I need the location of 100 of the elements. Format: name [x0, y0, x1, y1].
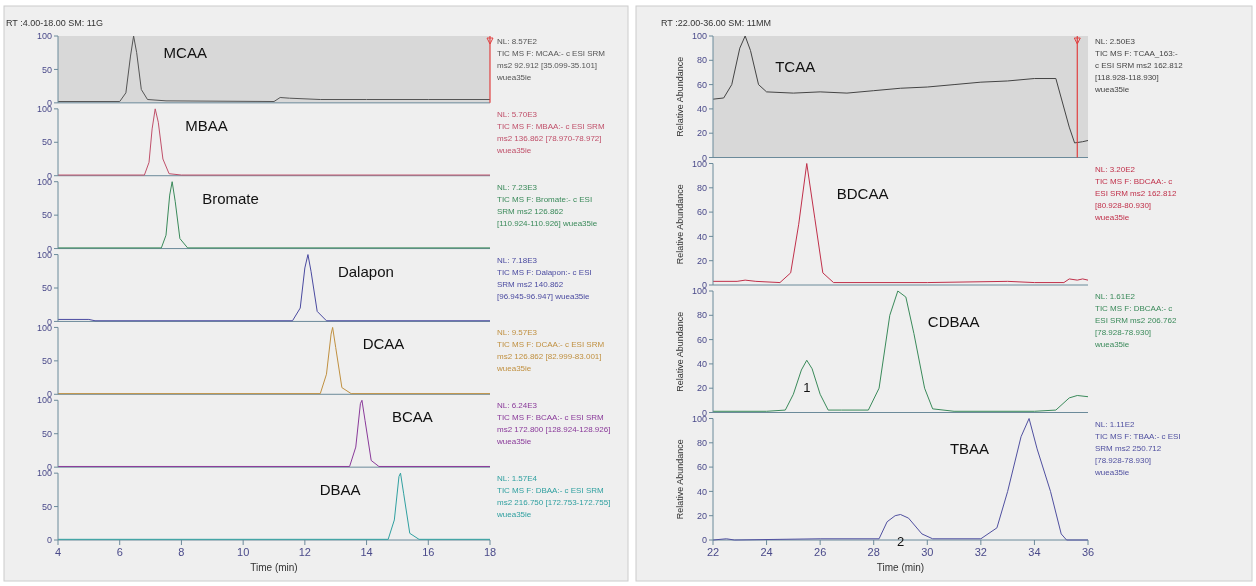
x-tick-label: 24 [760, 546, 773, 558]
chart-title: RT :4.00-18.00 SM: 11G [6, 18, 104, 28]
text: NL: 3.20E2 [1095, 164, 1136, 174]
x-tick-label: 28 [867, 546, 880, 558]
line-series [57, 108, 491, 176]
line-series [57, 399, 491, 467]
y-tick-label: 50 [41, 356, 52, 367]
x-tick-label: 22 [706, 546, 720, 558]
annotation: 2 [896, 533, 905, 549]
text: SRM ms2 250.712 [1095, 443, 1162, 453]
annotation: 1 [803, 379, 811, 395]
x-tick-label: 10 [237, 546, 250, 558]
y-tick-label: 60 [696, 334, 707, 345]
y-tick-label: 20 [696, 383, 707, 394]
y-tick-label: 80 [696, 55, 707, 66]
text: NL: 1.11E2 [1095, 419, 1135, 429]
x-tick-label: 34 [1028, 546, 1041, 558]
text: SRM ms2 140.862 [497, 279, 564, 289]
series-label: BDCAA [836, 185, 889, 203]
text: wuea35ie [496, 145, 532, 155]
text: [78.928-78.930] [1095, 455, 1152, 465]
text: c ESI SRM ms2 162.812 [1095, 61, 1184, 70]
text: ESI SRM ms2 206.762 [1095, 316, 1177, 325]
text: wuea35ie [496, 364, 532, 374]
y-tick-label: 50 [41, 137, 52, 148]
x-tick-label: 18 [483, 546, 497, 558]
y-tick-label: 50 [41, 64, 52, 75]
x-tick-label: 14 [360, 546, 373, 558]
text: ESI SRM ms2 162.812 [1095, 188, 1177, 198]
line-series [57, 35, 491, 103]
text: TIC MS F: Dalapon:- c ESI [497, 267, 592, 277]
text: NL: 1.57E4 [497, 474, 538, 484]
y-tick-label: 20 [696, 128, 707, 139]
text: TIC MS F: DBAA:- c ESI SRM [497, 486, 605, 496]
y-tick-label: 80 [696, 437, 707, 448]
y-tick-label: 20 [696, 510, 707, 521]
y-tick-label: 50 [41, 283, 52, 294]
y-axis-title: Relative Abundance [675, 56, 685, 137]
y-tick-label: 80 [696, 182, 707, 193]
text: NL: 5.70E3 [497, 109, 538, 119]
y-tick-label: 40 [696, 231, 707, 242]
text: TIC MS F: DCAA:- c ESI SRM [497, 340, 605, 350]
x-tick-label: 36 [1081, 546, 1095, 558]
text: TIC MS F: TCAA_163:- [1095, 49, 1178, 58]
x-tick-label: 4 [54, 546, 62, 558]
line-series [712, 163, 1089, 284]
series-label: DCAA [362, 335, 405, 353]
text: TIC MS F: TBAA:- c ESI [1095, 431, 1181, 441]
y-tick-label: 40 [696, 359, 707, 370]
text: [96.945-96.947] wuea35ie [497, 291, 591, 301]
y-tick-label: 40 [696, 104, 707, 115]
text: wuea35ie [1094, 85, 1130, 94]
text: NL: 8.57E2 [497, 37, 538, 46]
line-series [712, 290, 1089, 412]
series-label: TCAA [775, 57, 816, 75]
chart-title: RT :22.00-36.00 SM: 11MM [661, 18, 772, 28]
y-tick-label: 50 [41, 210, 52, 221]
y-tick-label: 100 [36, 31, 52, 42]
y-axis-title: Relative Abundance [675, 184, 685, 265]
text: [110.924-110.926] wuea35ie [497, 218, 598, 228]
x-tick-label: 30 [921, 546, 934, 558]
text: NL: 1.61E2 [1095, 292, 1136, 301]
line-series [57, 254, 491, 322]
text: ms2 92.912 [35.099-35.101] [497, 61, 598, 70]
text: [118.928-118.930] [1095, 73, 1159, 82]
text: wuea35ie [496, 510, 532, 520]
x-tick-label: 16 [422, 546, 435, 558]
y-axis-title: Relative Abundance [675, 311, 685, 392]
y-tick-label: 20 [696, 255, 707, 266]
text: [80.928-80.930] [1095, 200, 1152, 210]
y-tick-label: 0 [46, 535, 52, 546]
text: TIC MS F: MBAA:- c ESI SRM [497, 121, 605, 131]
y-tick-label: 50 [41, 501, 52, 512]
text: TIC MS F: BDCAA:- c [1095, 176, 1173, 186]
text: [78.928-78.930] [1095, 328, 1152, 337]
series-label: Dalapon [337, 262, 394, 280]
x-axis-title: Time (min) [876, 562, 925, 573]
text: wuea35ie [1094, 467, 1130, 477]
x-tick-label: 8 [178, 546, 185, 558]
x-tick-label: 32 [974, 546, 987, 558]
text: ms2 136.862 [78.970-78.972] [497, 133, 602, 143]
text: ms2 172.800 [128.924-128.926] [497, 425, 611, 435]
text: ms2 126.862 [82.999-83.001] [497, 352, 602, 362]
text: DBAA [319, 481, 361, 499]
x-tick-label: 12 [298, 546, 311, 558]
text: NL: 7.18E3 [497, 255, 538, 265]
x-axis-title: Time (min) [250, 562, 298, 573]
text: TIC MS F: Bromate:- c ESI [497, 194, 593, 204]
text: ms2 216.750 [172.753-172.755] [497, 498, 611, 508]
x-tick-label: 6 [116, 546, 123, 558]
series-label: MBAA [185, 116, 228, 134]
y-tick-label: 100 [691, 31, 707, 42]
text: NL: 7.23E3 [497, 182, 538, 192]
y-tick-label: 0 [701, 535, 707, 546]
line-series [712, 35, 1089, 144]
text: wuea35ie [1094, 340, 1130, 349]
series-label: BCAA [391, 408, 433, 426]
text: NL: 6.24E3 [497, 401, 538, 411]
text: wuea35ie [1094, 212, 1130, 222]
y-tick-label: 50 [41, 428, 52, 439]
